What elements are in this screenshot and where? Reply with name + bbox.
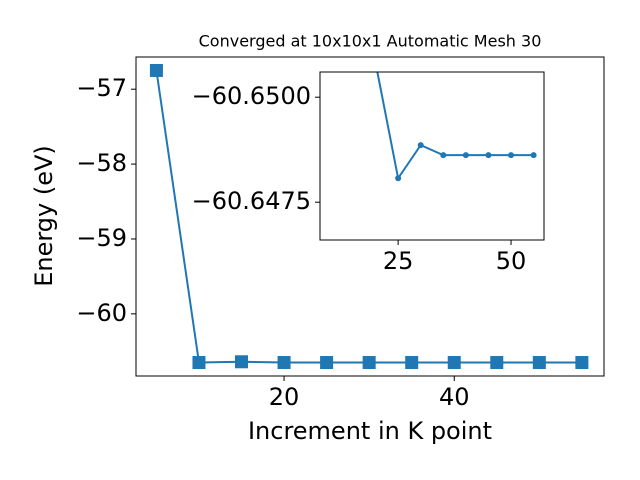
marker — [149, 63, 163, 77]
x-tick-label: 20 — [269, 383, 300, 411]
y-tick-label: −60 — [76, 299, 127, 327]
marker — [320, 356, 334, 370]
y-tick-label: −60.6475 — [192, 187, 311, 215]
y-tick-label: −57 — [76, 74, 127, 102]
marker — [447, 356, 461, 370]
marker — [530, 152, 537, 159]
axes-frame — [135, 56, 605, 377]
y-tick-label: −60.6500 — [192, 82, 311, 110]
x-tick-label: 40 — [439, 383, 470, 411]
y-tick-label: −58 — [76, 149, 127, 177]
marker — [462, 152, 469, 159]
axes-frame — [319, 71, 545, 241]
x-tick-label: 50 — [496, 247, 527, 275]
marker — [440, 152, 447, 159]
marker — [277, 356, 291, 370]
marker — [490, 356, 504, 370]
x-tick-label: 25 — [383, 247, 414, 275]
marker — [508, 152, 515, 159]
chart-title: Converged at 10x10x1 Automatic Mesh 30 — [199, 32, 542, 51]
plot-group — [149, 63, 589, 370]
series-line — [376, 72, 534, 181]
marker — [485, 152, 492, 159]
plot-group — [376, 72, 537, 182]
marker — [417, 142, 424, 149]
marker — [575, 356, 589, 370]
x-axis-label: Increment in K point — [248, 417, 492, 445]
marker — [192, 356, 206, 370]
marker — [532, 356, 546, 370]
marker — [362, 356, 376, 370]
marker — [235, 355, 249, 369]
marker — [395, 175, 402, 182]
y-tick-label: −59 — [76, 224, 127, 252]
y-axis-label: Energy (eV) — [30, 145, 58, 287]
marker — [405, 356, 419, 370]
